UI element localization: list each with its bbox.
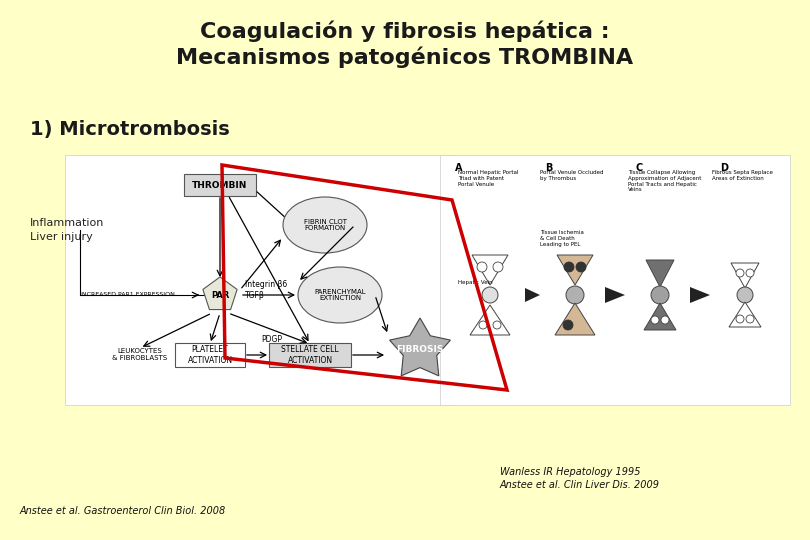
Text: STELLATE CELL
ACTIVATION: STELLATE CELL ACTIVATION [281, 345, 339, 364]
Circle shape [576, 262, 586, 272]
Polygon shape [605, 287, 625, 303]
Circle shape [736, 315, 744, 323]
Circle shape [493, 262, 503, 272]
Ellipse shape [283, 197, 367, 253]
Polygon shape [557, 255, 593, 285]
Text: FIBROSIS: FIBROSIS [396, 346, 444, 354]
Circle shape [746, 269, 754, 277]
Text: PLATELET
ACTIVATION: PLATELET ACTIVATION [187, 345, 232, 364]
Text: Wanless IR Hepatology 1995
Anstee et al. Clin Liver Dis. 2009: Wanless IR Hepatology 1995 Anstee et al.… [500, 467, 660, 490]
Text: Tissue Collapse Allowing
Approximation of Adjacent
Portal Tracts and Hepatic
Vei: Tissue Collapse Allowing Approximation o… [628, 170, 701, 192]
Polygon shape [729, 302, 761, 327]
Text: Coagulación y fibrosis hepática :
Mecanismos patogénicos TROMBINA: Coagulación y fibrosis hepática : Mecani… [177, 20, 633, 68]
Circle shape [482, 287, 498, 303]
Text: Anstee et al. Gastroenterol Clin Biol. 2008: Anstee et al. Gastroenterol Clin Biol. 2… [20, 506, 226, 516]
Text: THROMBIN: THROMBIN [192, 180, 248, 190]
Circle shape [737, 287, 753, 303]
Circle shape [566, 286, 584, 304]
FancyBboxPatch shape [184, 174, 256, 196]
Text: A: A [455, 163, 463, 173]
Circle shape [651, 316, 659, 324]
Circle shape [661, 316, 669, 324]
Circle shape [479, 321, 487, 329]
FancyBboxPatch shape [175, 343, 245, 367]
Text: PAR: PAR [211, 291, 229, 300]
FancyBboxPatch shape [269, 343, 351, 367]
Polygon shape [555, 303, 595, 335]
Text: INCREASED PAR1 EXPRESSION: INCREASED PAR1 EXPRESSION [80, 293, 175, 298]
Text: Normal Hepatic Portal
Triad with Patent
Portal Venule: Normal Hepatic Portal Triad with Patent … [458, 170, 518, 187]
Polygon shape [470, 305, 510, 335]
Polygon shape [202, 277, 237, 309]
Text: C: C [635, 163, 642, 173]
Text: FIBRIN CLOT
FORMATION: FIBRIN CLOT FORMATION [304, 219, 347, 232]
FancyBboxPatch shape [65, 155, 455, 405]
Text: Inflammation
Liver injury: Inflammation Liver injury [30, 218, 104, 241]
Circle shape [477, 262, 487, 272]
Circle shape [493, 321, 501, 329]
Circle shape [736, 269, 744, 277]
Text: B: B [545, 163, 552, 173]
Text: D: D [720, 163, 728, 173]
Ellipse shape [298, 267, 382, 323]
Text: Portal Venule Occluded
by Thrombus: Portal Venule Occluded by Thrombus [540, 170, 603, 181]
FancyBboxPatch shape [440, 155, 790, 405]
Text: LEUKOCYTES
& FIBROBLASTS: LEUKOCYTES & FIBROBLASTS [113, 348, 168, 361]
Polygon shape [646, 260, 674, 287]
Polygon shape [644, 303, 676, 330]
Polygon shape [690, 287, 710, 303]
Text: Hepatic Vein: Hepatic Vein [458, 280, 492, 285]
Text: Fibrous Septa Replace
Areas of Extinction: Fibrous Septa Replace Areas of Extinctio… [712, 170, 773, 181]
Circle shape [563, 320, 573, 330]
Text: PARENCHYMAL
EXTINCTION: PARENCHYMAL EXTINCTION [314, 288, 366, 301]
Circle shape [746, 315, 754, 323]
Polygon shape [390, 318, 450, 376]
Text: Integrin β6
TGFβ: Integrin β6 TGFβ [245, 280, 288, 300]
Polygon shape [731, 263, 759, 288]
Text: PDGP: PDGP [262, 335, 283, 345]
Circle shape [651, 286, 669, 304]
Polygon shape [472, 255, 508, 285]
Polygon shape [525, 288, 540, 302]
Circle shape [564, 262, 574, 272]
Text: Tissue Ischemia
& Cell Death
Leading to PEL: Tissue Ischemia & Cell Death Leading to … [540, 230, 584, 247]
Text: 1) Microtrombosis: 1) Microtrombosis [30, 120, 230, 139]
